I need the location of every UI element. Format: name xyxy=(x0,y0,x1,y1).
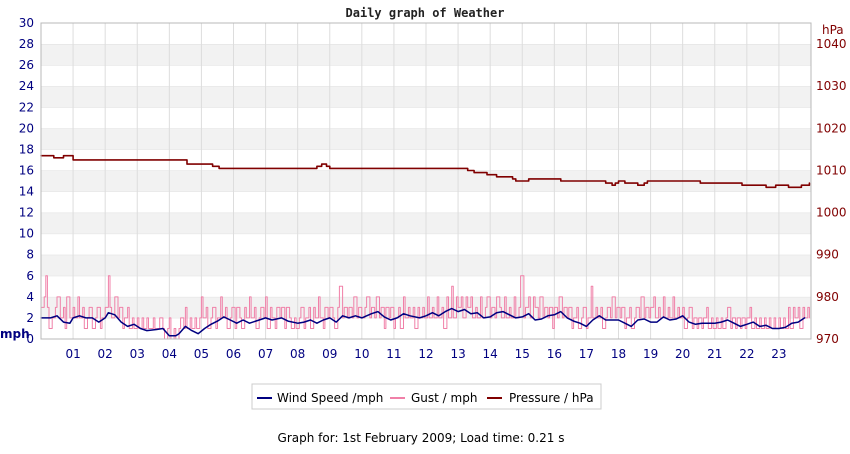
left-tick-label-20: 20 xyxy=(19,121,34,135)
right-axis-ticks: 970 980 990 1000 1010 1020 1030 1040 xyxy=(816,37,847,346)
legend: Wind Speed /mph Gust / mph Pressure / hP… xyxy=(251,383,602,410)
vertical-gridlines xyxy=(72,23,780,339)
x-tick-label-16: 16 xyxy=(547,347,562,361)
x-tick-label-12: 12 xyxy=(418,347,433,361)
right-tick-label-1000: 1000 xyxy=(816,206,847,220)
x-tick-label-20: 20 xyxy=(675,347,690,361)
series-pressure-line xyxy=(40,154,811,189)
series-wind-line xyxy=(40,307,806,337)
legend-label-gust: Gust / mph xyxy=(411,391,477,405)
right-tick-label-1040: 1040 xyxy=(816,37,847,51)
pressure-series xyxy=(40,154,811,189)
chart-title: Daily graph of Weather xyxy=(346,6,505,20)
legend-label-pressure: Pressure / hPa xyxy=(509,391,594,405)
x-tick-label-08: 08 xyxy=(290,347,305,361)
x-tick-label-15: 15 xyxy=(515,347,530,361)
x-tick-label-01: 01 xyxy=(65,347,80,361)
left-tick-label-18: 18 xyxy=(19,142,34,156)
right-tick-label-980: 980 xyxy=(816,290,839,304)
legend-box xyxy=(251,383,602,410)
right-tick-label-970: 970 xyxy=(816,332,839,346)
x-tick-label-13: 13 xyxy=(450,347,465,361)
left-tick-label-28: 28 xyxy=(19,37,34,51)
left-axis-unit-label: mph xyxy=(0,327,30,341)
x-tick-label-22: 22 xyxy=(739,347,754,361)
left-tick-label-16: 16 xyxy=(19,163,34,177)
x-tick-label-23: 23 xyxy=(771,347,786,361)
wind-speed-series xyxy=(40,307,806,337)
x-tick-label-07: 07 xyxy=(258,347,273,361)
left-tick-label-26: 26 xyxy=(19,58,34,72)
right-tick-label-1020: 1020 xyxy=(816,121,847,135)
x-tick-label-03: 03 xyxy=(130,347,145,361)
x-tick-label-02: 02 xyxy=(98,347,113,361)
left-tick-label-30: 30 xyxy=(19,16,34,30)
x-tick-label-21: 21 xyxy=(707,347,722,361)
x-tick-label-11: 11 xyxy=(386,347,401,361)
plot-border xyxy=(40,22,812,340)
x-tick-label-10: 10 xyxy=(354,347,369,361)
left-tick-label-2: 2 xyxy=(26,311,34,325)
x-tick-label-17: 17 xyxy=(579,347,594,361)
left-tick-label-12: 12 xyxy=(19,206,34,220)
right-tick-label-1030: 1030 xyxy=(816,79,847,93)
left-tick-label-10: 10 xyxy=(19,227,34,241)
left-tick-label-14: 14 xyxy=(19,185,34,199)
x-tick-label-04: 04 xyxy=(162,347,177,361)
x-tick-label-06: 06 xyxy=(226,347,241,361)
x-tick-label-14: 14 xyxy=(483,347,498,361)
right-tick-label-1010: 1010 xyxy=(816,163,847,177)
x-axis-ticks: 01 02 03 04 05 06 07 08 09 10 11 12 13 14 15 16 17 18 19 20… xyxy=(65,347,786,361)
x-tick-label-05: 05 xyxy=(194,347,209,361)
left-tick-label-6: 6 xyxy=(26,269,34,283)
left-tick-label-0: 0 xyxy=(26,332,34,346)
x-tick-label-09: 09 xyxy=(322,347,337,361)
footer-caption: Graph for: 1st February 2009; Load time:… xyxy=(278,431,565,445)
right-axis-unit-label: hPa xyxy=(822,23,844,37)
x-tick-label-18: 18 xyxy=(611,347,626,361)
right-tick-label-990: 990 xyxy=(816,248,839,262)
left-tick-label-24: 24 xyxy=(19,79,34,93)
legend-label-wind-speed: Wind Speed /mph xyxy=(277,391,383,405)
left-tick-label-4: 4 xyxy=(26,290,34,304)
x-tick-label-19: 19 xyxy=(643,347,658,361)
left-tick-label-22: 22 xyxy=(19,100,34,114)
left-tick-label-8: 8 xyxy=(26,248,34,262)
